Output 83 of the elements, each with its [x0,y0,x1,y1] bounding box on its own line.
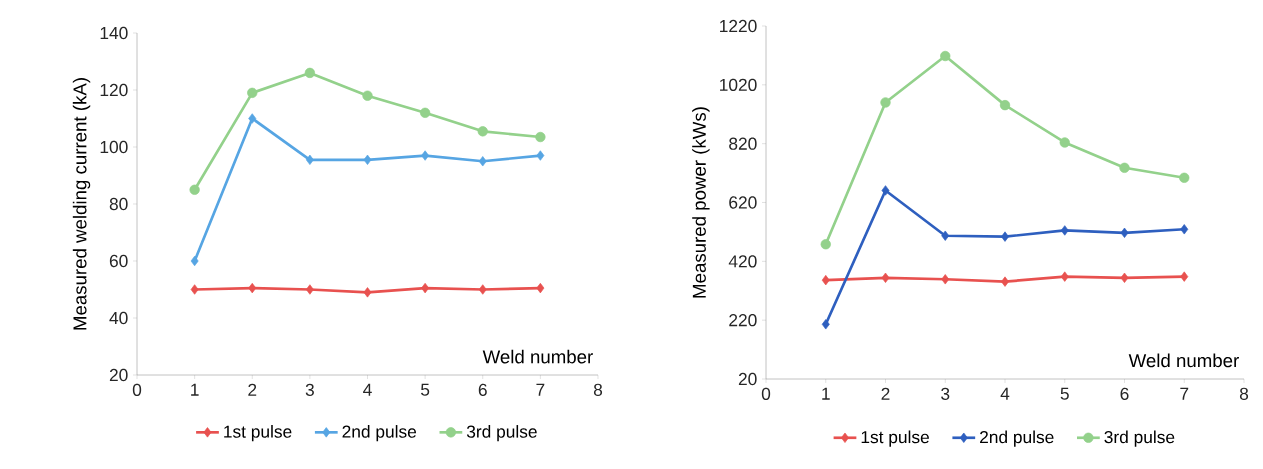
x-tick-label: 3 [305,383,314,396]
y-tick-label: 40 [109,311,128,325]
x-tick-label: 7 [536,383,545,396]
x-tick-label: 8 [1239,387,1249,400]
legend-label: 3rd pulse [1104,430,1175,447]
point [1180,271,1189,282]
point [189,184,200,195]
x-axis-title: Weld number [482,349,593,364]
legend-label: 1st pulse [861,430,929,447]
point [820,239,831,250]
point [535,131,546,143]
x-tick-label: 0 [132,383,142,396]
legend-label: 3rd pulse [466,425,537,442]
y-tick-label: 420 [728,255,757,268]
point [821,275,830,286]
y-tick-label: 140 [100,26,128,40]
point [304,67,316,79]
point [305,284,314,295]
point [1120,272,1129,283]
point [881,185,890,196]
y-axis-title: Measured welding current (kA) [72,78,91,330]
point [419,107,431,118]
point [478,284,487,295]
point [1060,271,1069,282]
y-tick-label: 120 [100,83,128,97]
y-tick-label: 20 [109,368,128,382]
x-tick-label: 4 [363,383,372,396]
point [1119,162,1130,173]
y-tick-label: 1220 [720,19,757,33]
x-tick-label: 6 [478,383,487,396]
y-tick-label: 60 [109,254,128,268]
point [247,87,258,98]
point [362,90,373,101]
point [363,154,372,165]
x-axis-title: Weld number [1128,353,1239,368]
x-tick-label: 2 [881,387,890,400]
legend-label: 2nd pulse [980,430,1054,447]
x-tick-label: 7 [1180,387,1189,400]
point [1001,231,1009,242]
y-tick-label: 80 [109,197,128,211]
point [248,282,257,294]
point [940,50,951,62]
y-tick-label: 620 [729,196,757,209]
point [1179,172,1190,183]
x-tick-label: 5 [1060,387,1069,400]
point [305,154,314,165]
y-tick-label: 820 [729,137,757,150]
point [1060,225,1069,236]
x-tick-label: 8 [593,383,603,396]
y-axis-title: Measured power (kWs) [692,107,710,298]
point [1001,276,1009,287]
point [477,126,488,137]
point [1180,224,1189,235]
point [190,284,199,295]
x-tick-label: 1 [822,387,830,400]
x-tick-label: 0 [761,387,771,400]
point [821,319,830,330]
point [941,230,950,241]
point [999,99,1011,111]
x-tick-label: 2 [248,383,257,396]
y-tick-label: 1020 [720,78,757,91]
x-tick-label: 3 [941,387,950,400]
point [248,113,257,124]
y-tick-label: 220 [729,314,757,327]
point [536,282,545,294]
point [1120,227,1129,238]
point [190,255,199,267]
point [536,150,545,161]
point [363,287,372,298]
point [478,156,487,167]
x-tick-label: 5 [420,383,430,396]
point [881,272,890,283]
point [421,150,430,161]
point [1059,137,1070,148]
x-tick-label: 1 [191,383,199,396]
point [941,274,950,285]
legend-label: 1st pulse [224,425,292,442]
x-tick-label: 4 [1000,387,1010,400]
point [880,97,891,108]
legend-label: 2nd pulse [342,425,417,442]
y-tick-label: 20 [738,372,757,386]
x-tick-label: 6 [1120,387,1129,400]
y-tick-label: 100 [100,140,128,154]
